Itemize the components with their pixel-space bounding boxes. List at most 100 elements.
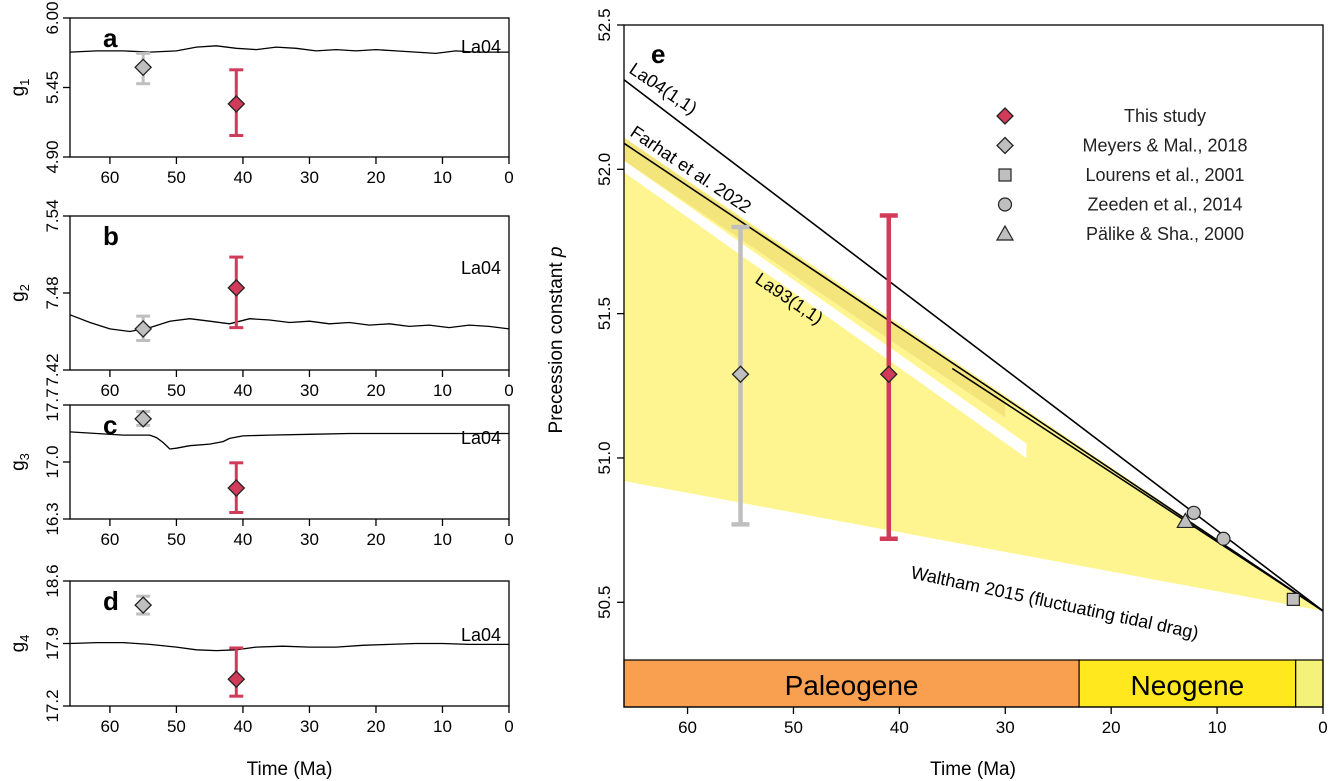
panel-c: 17.7 17.0 16.3 60 50 40 30 20 10 0 g3 c La04: [8, 388, 514, 549]
y-axis-label-subscript: 2: [17, 284, 32, 291]
la04-label: La04: [461, 37, 501, 57]
y-tick-label: 6.00: [43, 1, 62, 34]
y-axis-label: g4: [8, 635, 32, 653]
zeeden-2014-point: [1186, 505, 1201, 520]
x-tick-label: 40: [233, 381, 252, 400]
x-tick-label: 60: [100, 717, 119, 736]
x-tick-label: 20: [367, 530, 386, 549]
legend-marker-diamond: [996, 136, 1014, 155]
panel-letter: b: [103, 221, 119, 251]
x-axis-title: Time (Ma): [930, 759, 1016, 780]
this-study-point: [227, 670, 246, 689]
x-tick-label: 20: [367, 168, 386, 187]
x-tick-label: 40: [233, 717, 252, 736]
panel-letter: d: [103, 586, 119, 616]
panel-b-frame: [69, 215, 510, 371]
x-tick-label: 30: [996, 718, 1015, 737]
this-study-point: [227, 278, 246, 297]
x-tick-label: 40: [890, 718, 909, 737]
legend-marker-square: [998, 168, 1012, 182]
meyers-2018-point: [731, 365, 750, 384]
period-neogene: [1078, 659, 1297, 708]
period-quaternary: [1295, 659, 1324, 708]
legend-label: Lourens et al., 2001: [1085, 165, 1244, 185]
y-tick-label: 51.5: [595, 297, 614, 330]
x-tick-label: 50: [167, 381, 186, 400]
y-tick-label: 16.3: [43, 502, 62, 535]
x-tick-label: 20: [1102, 718, 1121, 737]
legend-label: Pälike & Sha., 2000: [1086, 224, 1244, 244]
x-tick-label: 60: [100, 168, 119, 187]
x-tick-label: 20: [367, 717, 386, 736]
y-axis-title-main: Precession constant: [546, 257, 567, 433]
waltham-gap-strip: [624, 160, 1027, 458]
x-tick-label: 30: [300, 717, 319, 736]
y-tick-label: 18.6: [43, 564, 62, 597]
y-tick-label: 17.2: [43, 689, 62, 722]
meyers-2018-point: [134, 409, 153, 428]
la04-label: La04: [461, 625, 501, 645]
x-tick-label: 0: [504, 530, 513, 549]
legend-marker-triangle: [995, 224, 1015, 241]
x-tick-label: 0: [504, 168, 513, 187]
y-axis-label-base: g: [8, 86, 29, 97]
legend: This study Meyers & Mal., 2018 Lourens et …: [995, 106, 1248, 244]
period-paleogene: [623, 659, 1080, 708]
this-study-point: [227, 479, 246, 497]
x-tick-label: 20: [367, 381, 386, 400]
x-tick-label: 30: [300, 168, 319, 187]
x-tick-label: 10: [433, 381, 452, 400]
la04-curve: [69, 45, 509, 55]
panel-b: 7.54 7.48 7.42 60 50 40 30 20 10 0 g2 b La04: [8, 199, 514, 400]
la04-label: La04: [461, 428, 501, 448]
x-tick-label: 60: [100, 381, 119, 400]
x-tick-label: 40: [233, 530, 252, 549]
legend-marker-circle: [997, 197, 1013, 212]
y-axis-label-base: g: [8, 642, 29, 653]
x-tick-label: 30: [300, 530, 319, 549]
x-tick-label: 10: [433, 168, 452, 187]
y-tick-label: 51.0: [595, 441, 614, 474]
x-tick-label: 30: [300, 381, 319, 400]
legend-label: This study: [1124, 106, 1206, 126]
zeeden-2014-point: [1216, 531, 1231, 546]
x-tick-label: 60: [100, 530, 119, 549]
panel-letter: e: [651, 39, 665, 69]
y-tick-label: 52.5: [595, 8, 614, 41]
x-tick-label: 50: [167, 168, 186, 187]
lourens-2001-point: [1286, 592, 1300, 606]
series-la93-1-1-: [951, 367, 1324, 612]
x-tick-label: 0: [504, 381, 513, 400]
x-tick-label: 10: [1208, 718, 1227, 737]
panel-letter: c: [103, 410, 117, 440]
y-axis-label-base: g: [8, 291, 29, 302]
panel-d: 18.6 17.9 17.2 60 50 40 30 20 10 0 g4 d La04 Time (Ma…: [8, 564, 514, 780]
this-study-point: [879, 365, 898, 384]
this-study-point: [227, 95, 246, 113]
y-tick-label: 17.7: [43, 388, 62, 421]
x-tick-label: 0: [504, 717, 513, 736]
la04-curve: [69, 431, 509, 450]
y-tick-label: 17.9: [43, 627, 62, 660]
y-tick-label: 17.0: [43, 445, 62, 478]
x-tick-label: 50: [784, 718, 803, 737]
y-tick-label: 50.5: [595, 586, 614, 619]
meyers-2018-point: [134, 320, 153, 338]
x-tick-label: 10: [433, 717, 452, 736]
y-tick-label: 7.54: [43, 199, 62, 232]
y-axis-label-subscript: 3: [17, 453, 32, 460]
meyers-2018-point: [134, 58, 153, 77]
period-label: Paleogene: [785, 670, 919, 701]
panel-a-frame: [69, 17, 510, 158]
y-tick-label: 52.0: [595, 153, 614, 186]
period-label: Neogene: [1131, 670, 1245, 701]
y-axis-label-base: g: [8, 460, 29, 471]
y-tick-label: 5.45: [43, 71, 62, 104]
y-tick-label: 7.42: [43, 353, 62, 386]
x-axis-title: Time (Ma): [247, 759, 333, 780]
y-axis-title: Precession constant p: [546, 247, 567, 434]
series-la04-1-1-: [623, 79, 1324, 612]
legend-label: Meyers & Mal., 2018: [1082, 136, 1247, 156]
